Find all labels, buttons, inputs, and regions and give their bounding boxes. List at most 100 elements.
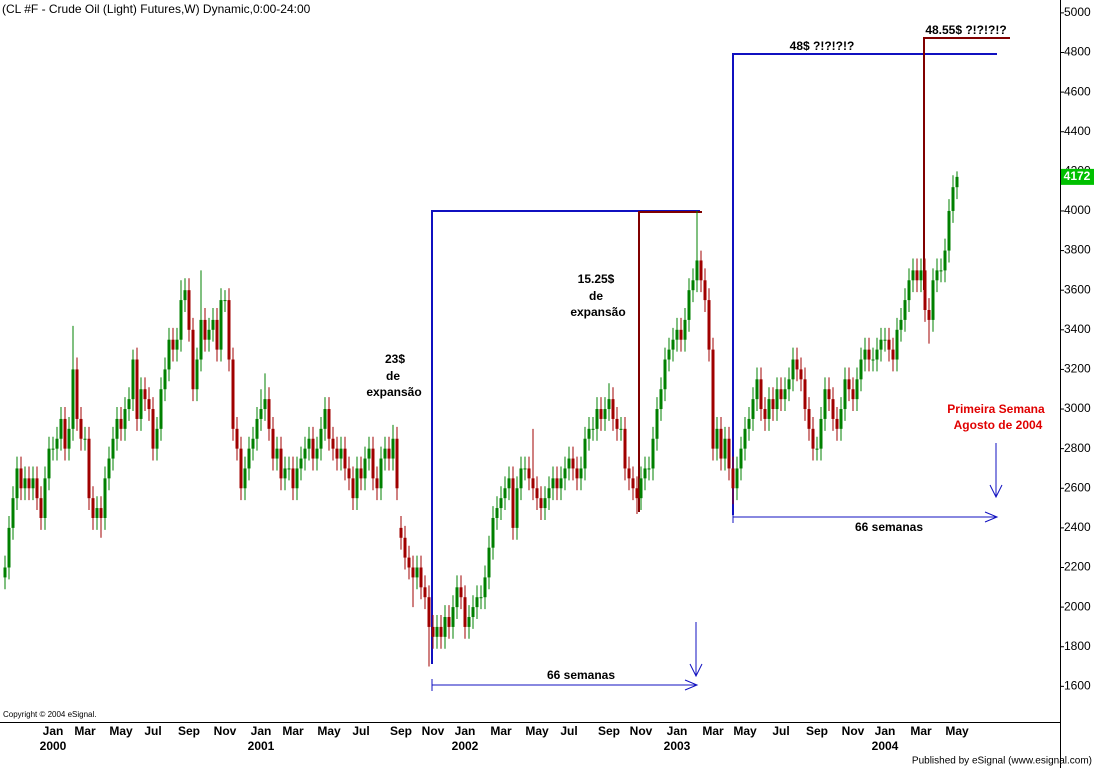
candle-body — [831, 399, 835, 419]
candle-body — [255, 418, 259, 439]
candle-body — [511, 478, 515, 528]
candle-body — [787, 379, 791, 390]
candle-body — [639, 478, 643, 499]
arrows — [431, 443, 1003, 691]
candle-body — [627, 468, 631, 479]
candle-body — [171, 339, 175, 350]
candle-body — [87, 438, 91, 499]
y-tick-label: 3400 — [1064, 322, 1091, 336]
candle-body — [307, 438, 311, 449]
candle-body — [167, 339, 171, 370]
candle-body — [647, 468, 651, 470]
x-year-label: 2004 — [872, 739, 899, 753]
candle-body — [123, 409, 127, 429]
candle-body — [31, 478, 35, 489]
candle-body — [643, 468, 647, 479]
y-tick-label: 4600 — [1064, 84, 1091, 98]
candle-body — [423, 587, 427, 598]
candle-body — [79, 418, 83, 439]
x-tick-label: May — [525, 724, 549, 738]
arrow-head — [684, 679, 699, 691]
x-tick-label: Mar — [490, 724, 512, 738]
candle-body — [475, 597, 479, 608]
candle-body — [11, 498, 15, 528]
candle-body — [239, 448, 243, 489]
candle-body — [803, 379, 807, 410]
expansion-line — [732, 53, 997, 515]
y-tick-label: 3600 — [1064, 282, 1091, 296]
candle-body — [331, 438, 335, 449]
candle-body — [199, 319, 203, 360]
candle-body — [271, 428, 275, 459]
last-price-box — [1061, 168, 1094, 185]
annotation: 66 semanas — [547, 668, 615, 682]
candle-body — [267, 399, 271, 429]
x-tick-label: Nov — [422, 724, 445, 738]
candle-body — [23, 478, 27, 489]
candle-body — [671, 339, 675, 350]
candle-body — [279, 448, 283, 479]
candle-body — [503, 488, 507, 499]
annotation: Agosto de 2004 — [954, 418, 1043, 432]
y-tick-label: 4000 — [1064, 203, 1091, 217]
candle-body — [39, 498, 43, 518]
candle-body — [727, 438, 731, 469]
candle-body — [707, 300, 711, 350]
y-tick-label: 1600 — [1064, 679, 1091, 693]
candle-body — [619, 428, 623, 430]
annotation: de — [386, 369, 400, 383]
candle-body — [435, 626, 439, 637]
candle-body — [315, 448, 319, 459]
candle-body — [807, 409, 811, 429]
candle-body — [299, 458, 303, 469]
candle-body — [211, 319, 215, 330]
candle-body — [927, 309, 931, 320]
x-tick-label: Mar — [702, 724, 724, 738]
candle-body — [591, 428, 595, 430]
candle-body — [7, 527, 11, 568]
candle-body — [679, 329, 683, 340]
candle-body — [471, 607, 475, 618]
candle-body — [695, 260, 699, 281]
candle-body — [135, 359, 139, 419]
candle-body — [919, 270, 923, 281]
candle-body — [55, 438, 59, 449]
candle-body — [887, 339, 891, 350]
candle-body — [235, 428, 239, 449]
candle-body — [463, 597, 467, 627]
candle-body — [735, 468, 739, 489]
candle-body — [579, 468, 583, 479]
y-tick-label: 2000 — [1064, 599, 1091, 613]
x-tick-label: Nov — [630, 724, 653, 738]
y-tick-label: 2600 — [1064, 480, 1091, 494]
candle-body — [703, 280, 707, 301]
candle-body — [467, 617, 471, 627]
candle-body — [731, 468, 735, 489]
candle-body — [227, 300, 231, 360]
candle-body — [883, 339, 887, 341]
publisher: Published by eSignal (www.esignal.com) — [912, 756, 1092, 767]
candle-body — [427, 597, 431, 627]
candle-body — [151, 409, 155, 449]
candle-body — [699, 260, 703, 281]
candle-body — [91, 498, 95, 518]
candle-body — [223, 300, 227, 302]
candle-body — [159, 389, 163, 429]
candle-body — [711, 349, 715, 449]
candle-body — [847, 379, 851, 390]
candle-body — [391, 438, 395, 459]
annotation: 48$ ?!?!?!? — [790, 39, 855, 53]
candle-body — [491, 517, 495, 548]
candle-body — [763, 409, 767, 419]
candle-body — [111, 438, 115, 459]
candle-body — [667, 349, 671, 360]
candle-body — [443, 617, 447, 637]
candle-body — [875, 349, 879, 360]
y-tick-label: 2800 — [1064, 441, 1091, 455]
candle-body — [63, 418, 67, 449]
candle-body — [347, 468, 351, 479]
candle-body — [131, 359, 135, 400]
candle-body — [231, 359, 235, 429]
candle-body — [531, 478, 535, 489]
candle-body — [207, 329, 211, 340]
